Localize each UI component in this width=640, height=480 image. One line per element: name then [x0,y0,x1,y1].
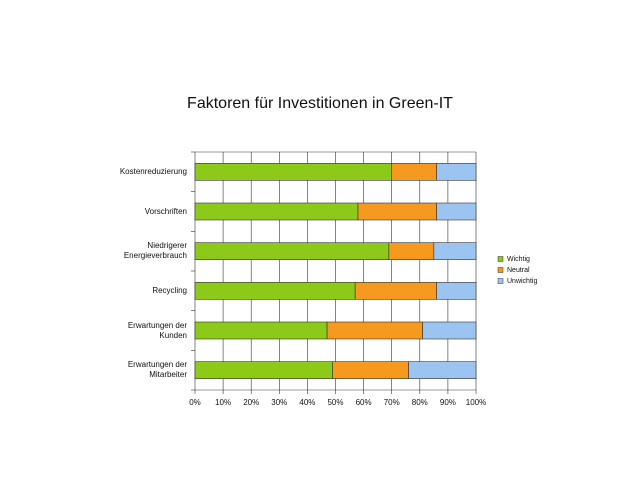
y-tick-label: Kostenreduzierung [119,166,187,176]
y-tick-label: Niedrigerer Energieverbrauch [123,241,187,261]
y-tick-label: Erwartungen der Kunden [127,320,187,340]
bar-segment [332,361,409,379]
x-tick-label: 10% [215,398,231,407]
y-tick-label: Erwartungen der Mitarbeiter [127,360,187,380]
bar-segment [194,361,333,379]
bar-segment [357,202,437,221]
bar-segment [433,242,477,260]
y-tick-label: Recycling [152,285,187,295]
bar-segment [354,282,437,300]
x-tick-label: 20% [243,398,259,407]
x-tick-label: 60% [356,398,372,407]
legend-swatch [497,278,504,284]
legend-swatch [497,256,504,262]
x-tick-label: 40% [299,398,315,407]
bar-segment [194,163,392,181]
x-tick-label: 0% [189,398,201,407]
bar-segment [436,202,477,221]
legend-label: Neutral [507,267,530,274]
bar-segment [194,321,328,340]
x-tick-label: 70% [384,398,400,407]
x-tick-label: 90% [440,398,456,407]
x-tick-label: 30% [271,398,287,407]
y-tick-label: Vorschriften [144,206,187,216]
bar-segment [391,163,437,181]
x-tick-label: 100% [466,398,486,407]
bar-segment [436,163,477,181]
legend-label: Unwichtig [507,278,537,285]
legend-label: Wichtig [507,256,530,263]
legend-swatch [497,267,504,273]
x-tick-label: 80% [412,398,428,407]
bar-segment [194,202,359,221]
chart-title: Faktoren für Investitionen in Green-IT [187,95,453,112]
bar-segment [194,282,356,300]
bar-segment [194,242,390,260]
x-tick-label: 50% [327,398,343,407]
bar-segment [388,242,435,260]
bar-segment [408,361,477,379]
bar-segment [326,321,423,340]
bar-segment [422,321,477,340]
bar-segment [436,282,477,300]
